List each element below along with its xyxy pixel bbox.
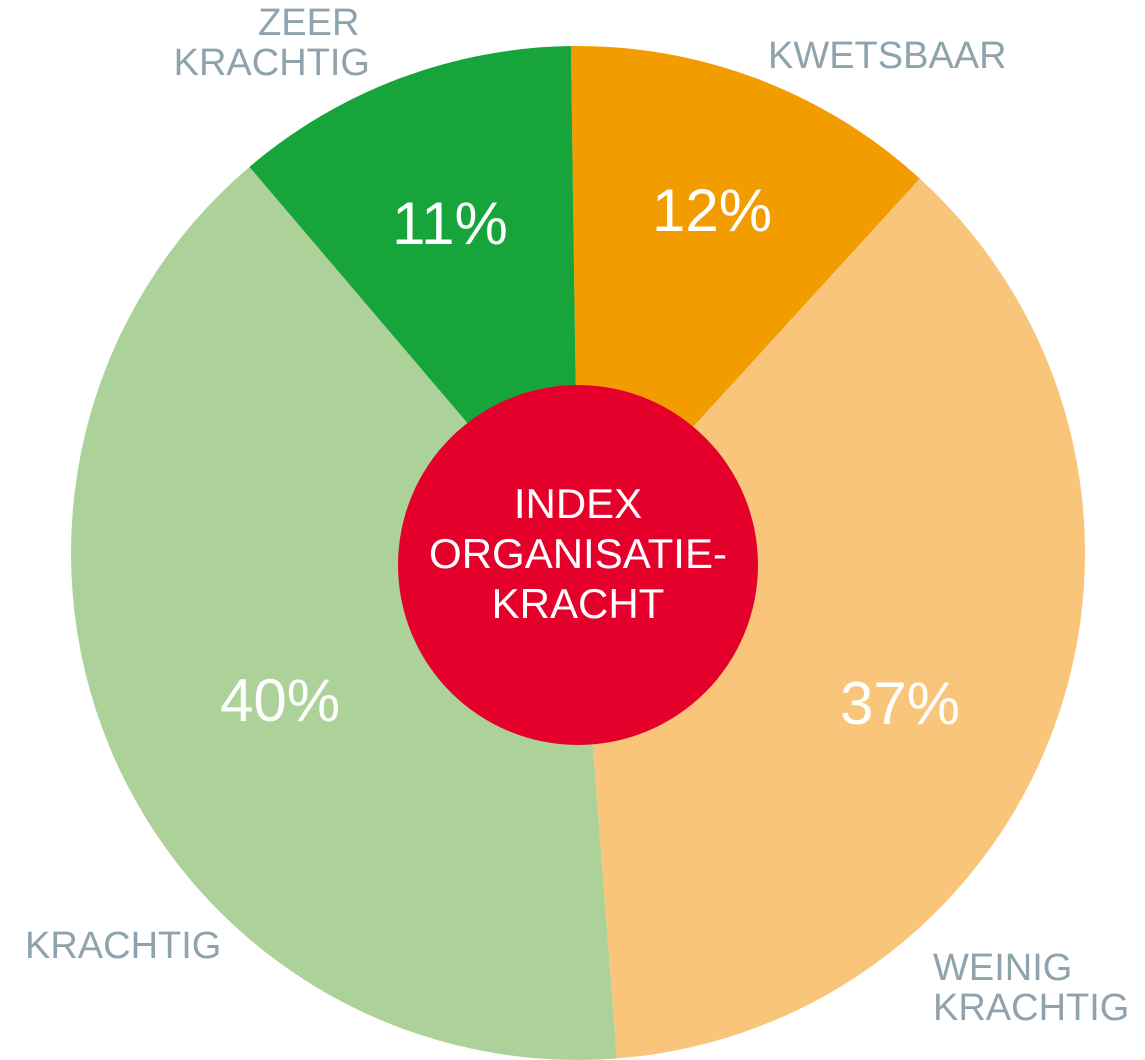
center-label: INDEX: [514, 480, 642, 527]
category-label: ZEER KRACHTIG: [174, 2, 370, 84]
value-label: 12%: [652, 177, 772, 244]
pie-slice: [578, 178, 1086, 1059]
category-label: KRACHTIG: [25, 925, 221, 967]
pie-slice: [70, 166, 617, 1060]
category-label: KWETSBAAR: [768, 35, 1007, 77]
category-label-line: KWETSBAAR: [768, 35, 1007, 77]
center-circle: [398, 385, 758, 745]
category-label-line: KRACHTIG: [174, 42, 370, 84]
category-label-line: ZEER: [258, 2, 370, 44]
center-label: KRACHT: [492, 580, 665, 627]
category-label: WEINIG KRACHTIG: [933, 947, 1129, 1029]
value-label: 11%: [392, 190, 508, 257]
value-label: 37%: [840, 670, 960, 737]
value-label: 40%: [220, 667, 340, 734]
category-label-line: KRACHTIG: [25, 925, 221, 967]
category-label-line: KRACHTIG: [933, 987, 1129, 1029]
center-label: ORGANISATIE-: [429, 530, 727, 577]
category-label-line: WEINIG: [933, 947, 1083, 989]
